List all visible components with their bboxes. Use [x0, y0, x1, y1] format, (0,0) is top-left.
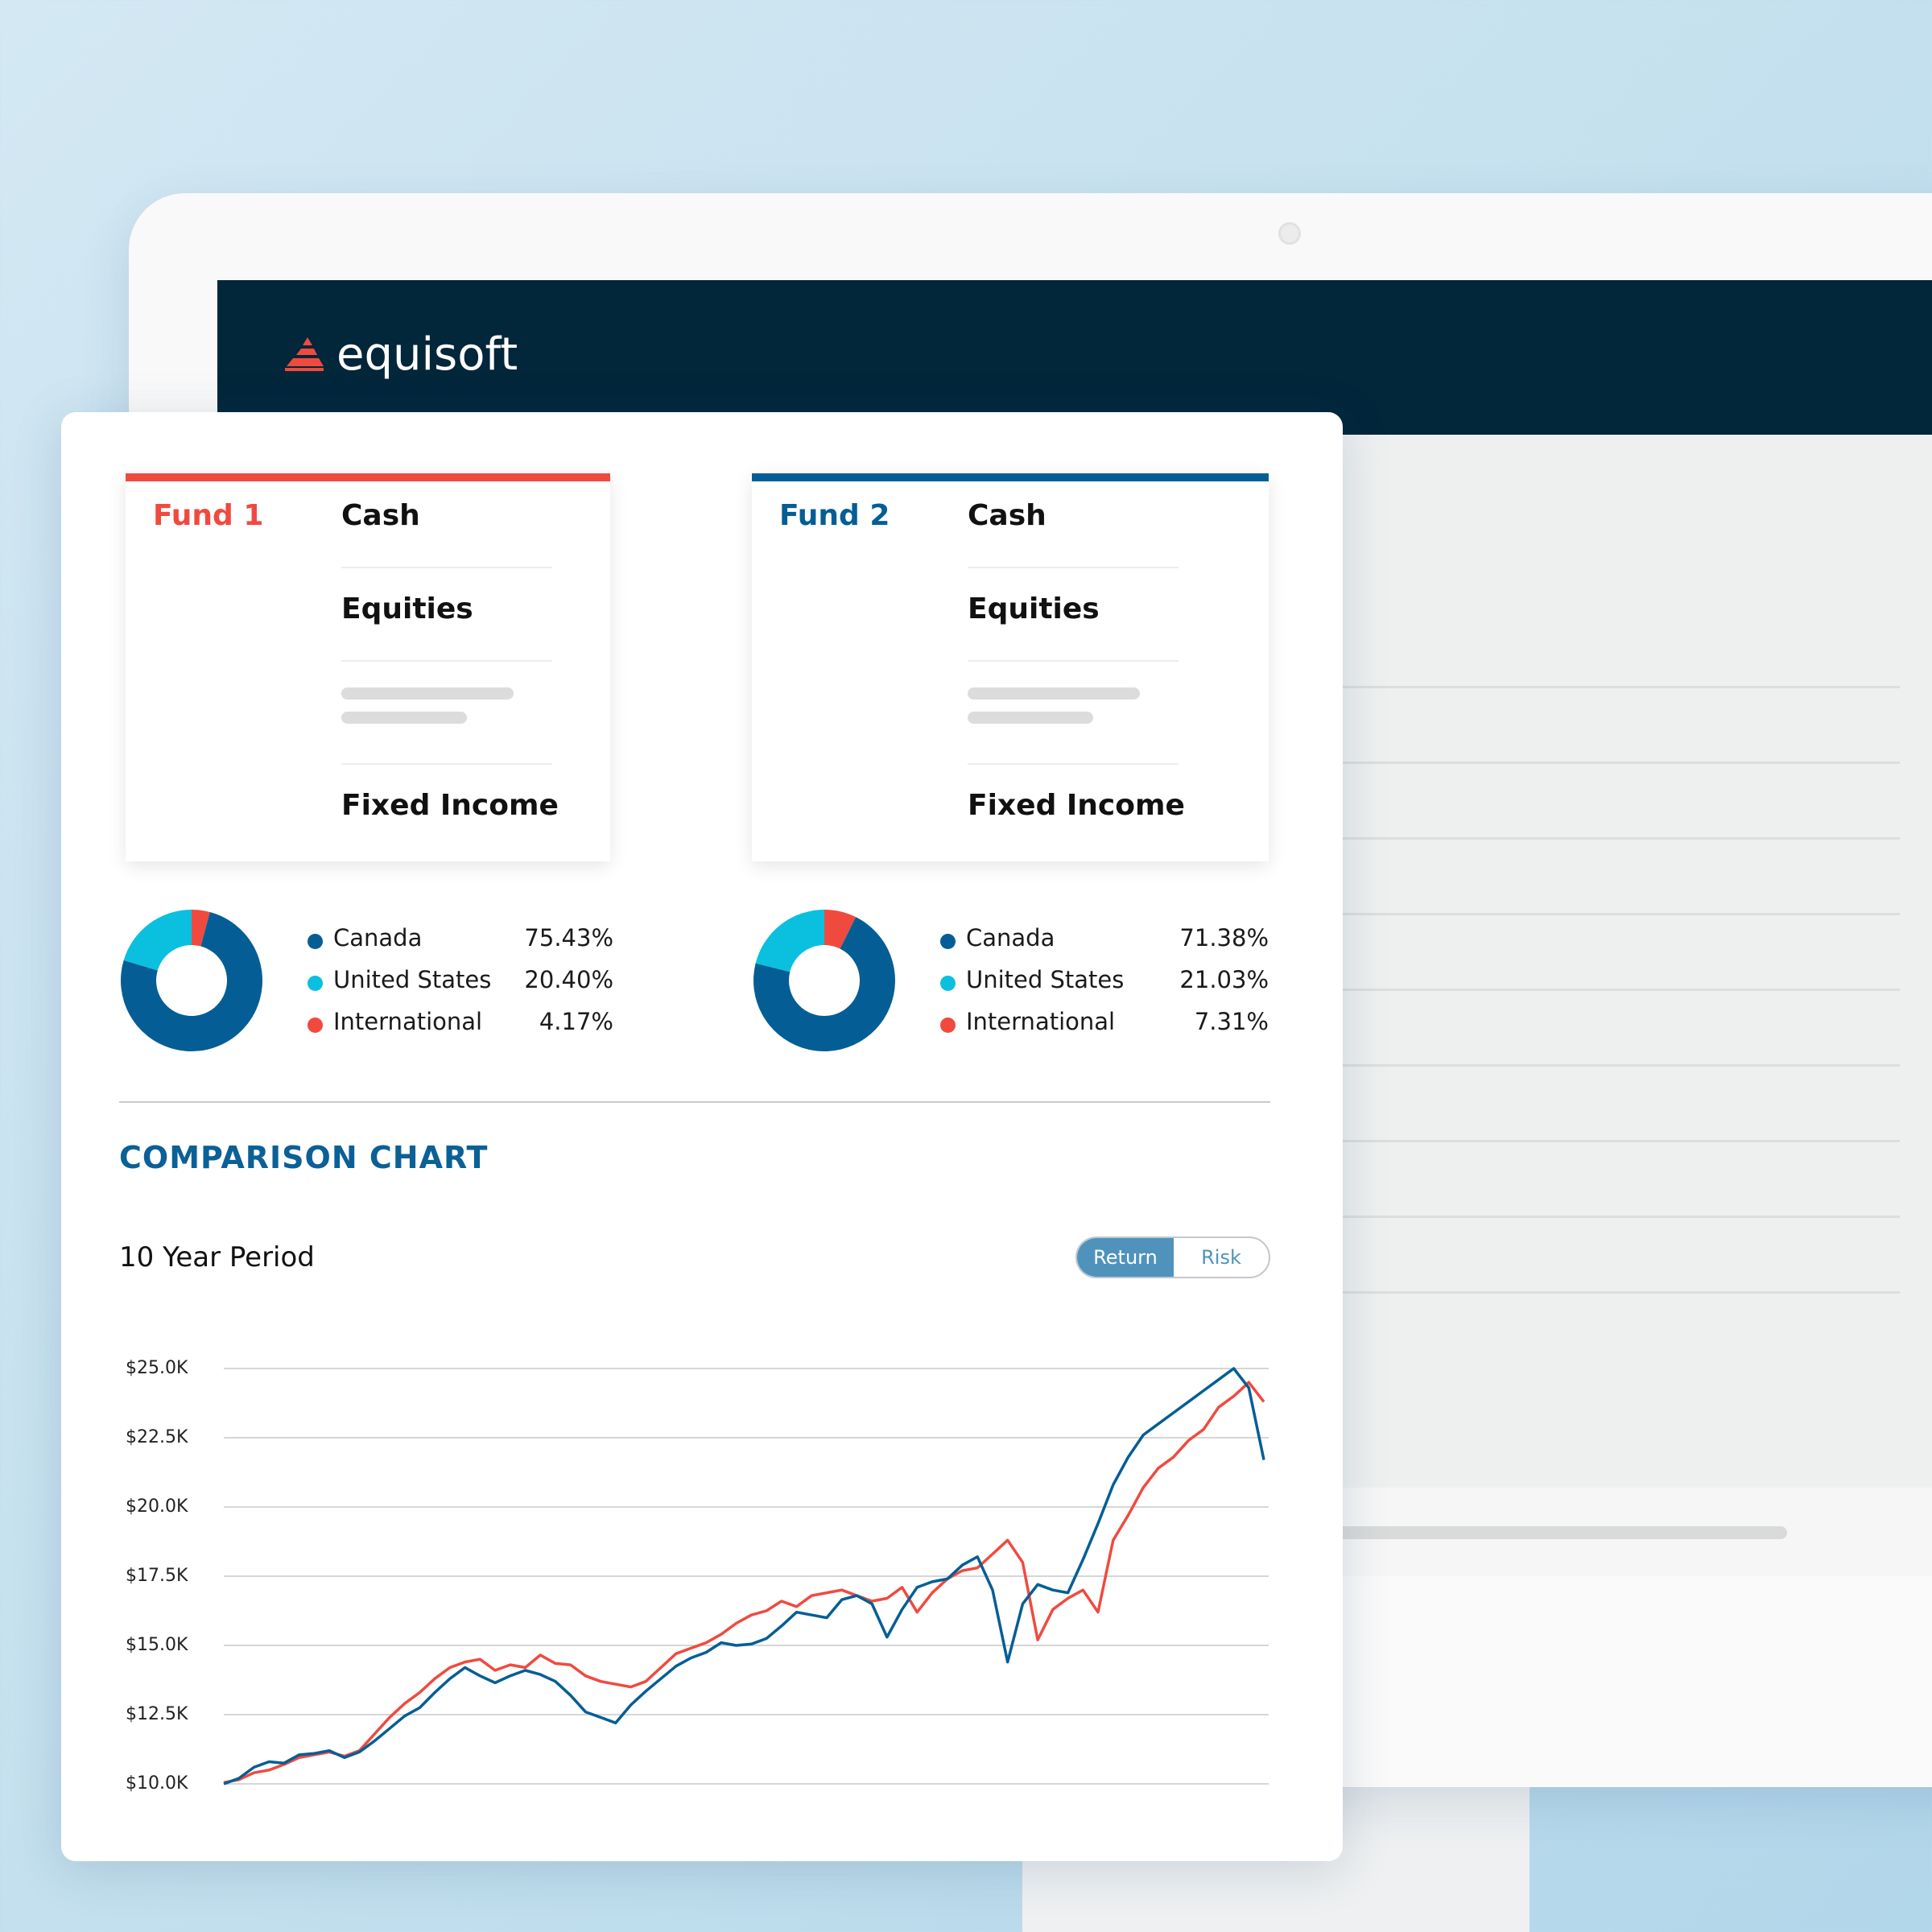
y-tick-label: $20.0K [126, 1496, 188, 1517]
fund-2-allocation-donut [753, 910, 895, 1051]
row-fixed-income[interactable]: Fixed Income [341, 789, 559, 822]
row-equities[interactable]: Equities [968, 592, 1100, 625]
legend-row-united-states: United States 20.40% [308, 966, 613, 998]
legend-label: Canada [333, 924, 423, 952]
legend-value: 21.03% [1179, 966, 1269, 993]
placeholder-line [1336, 989, 1900, 991]
placeholder-line [1336, 686, 1900, 688]
row-equities[interactable]: Equities [341, 592, 473, 625]
risk-toggle-button[interactable]: Risk [1201, 1246, 1241, 1269]
divider [968, 660, 1179, 662]
fund-1-allocation-legend: Canada 75.43% United States 20.40% Inter… [308, 924, 613, 1037]
divider [341, 567, 552, 568]
loading-placeholder [968, 687, 1140, 700]
loading-placeholder [968, 712, 1093, 724]
legend-value: 7.31% [1194, 1008, 1269, 1035]
y-tick-label: $25.0K [126, 1358, 188, 1378]
legend-row-canada: Canada 71.38% [940, 924, 1269, 956]
divider [968, 763, 1179, 765]
placeholder-line [1336, 762, 1900, 764]
row-cash[interactable]: Cash [968, 499, 1046, 532]
comparison-chart-title: COMPARISON CHART [119, 1140, 489, 1175]
donut-slice-united-states[interactable] [123, 910, 192, 971]
placeholder-line [1336, 913, 1900, 915]
brand-name: equisoft [336, 328, 518, 381]
legend-dot [308, 934, 323, 949]
legend-dot [308, 976, 323, 991]
camera-icon [1278, 222, 1301, 245]
divider [341, 763, 552, 765]
legend-row-united-states: United States 21.03% [940, 966, 1269, 998]
y-tick-label: $12.5K [126, 1704, 188, 1724]
y-tick-label: $22.5K [126, 1427, 188, 1447]
row-fixed-income[interactable]: Fixed Income [968, 789, 1185, 822]
fund-2-panel[interactable]: Fund 2 Cash Equities Fixed Income [752, 473, 1269, 861]
legend-dot [308, 1018, 323, 1033]
app-header: equisoft [217, 280, 1932, 435]
fund-1-allocation-donut [121, 910, 262, 1051]
placeholder-line [1336, 1291, 1900, 1294]
scrollbar[interactable] [1336, 1526, 1787, 1539]
period-label: 10 Year Period [119, 1241, 315, 1274]
placeholder-line [1336, 1064, 1900, 1067]
row-cash[interactable]: Cash [341, 499, 420, 532]
y-tick-label: $15.0K [126, 1635, 188, 1655]
placeholder-line [1336, 837, 1900, 840]
donut-slice-united-states[interactable] [755, 910, 824, 972]
comparison-line-chart: $25.0K $22.5K $20.0K $17.5K $15.0K $12.5K $10.… [126, 1358, 1269, 1794]
section-divider [119, 1101, 1270, 1103]
legend-row-international: International 4.17% [308, 1008, 613, 1040]
divider [968, 567, 1179, 568]
legend-label: United States [333, 966, 492, 993]
legend-label: International [333, 1008, 483, 1035]
series-line-red[interactable] [223, 1381, 1265, 1785]
return-risk-toggle[interactable]: Return Risk [1075, 1236, 1270, 1278]
legend-label: Canada [966, 924, 1055, 952]
donut-slice-canada[interactable] [121, 912, 262, 1051]
legend-value: 71.38% [1179, 924, 1269, 952]
fund-name: Fund 1 [153, 499, 264, 532]
placeholder-line [1336, 1140, 1900, 1142]
fund-name: Fund 2 [779, 499, 890, 532]
legend-value: 75.43% [524, 924, 613, 952]
legend-row-canada: Canada 75.43% [308, 924, 613, 956]
donut-slice-international[interactable] [824, 910, 857, 949]
legend-value: 4.17% [539, 1008, 613, 1035]
legend-dot [940, 1018, 956, 1033]
y-tick-label: $17.5K [126, 1566, 188, 1586]
loading-placeholder [341, 712, 467, 724]
fund-2-allocation-legend: Canada 71.38% United States 21.03% Inter… [940, 924, 1269, 1037]
series-line-blue[interactable] [223, 1367, 1265, 1785]
fund-comparison-card: Fund 1 Cash Equities Fixed Income Fund 2… [61, 412, 1343, 1861]
legend-label: United States [966, 966, 1125, 993]
legend-row-international: International 7.31% [940, 1008, 1269, 1040]
y-tick-label: $10.0K [126, 1773, 188, 1794]
equisoft-logo-icon [285, 336, 324, 371]
legend-label: International [966, 1008, 1116, 1035]
fund-1-panel[interactable]: Fund 1 Cash Equities Fixed Income [126, 473, 610, 861]
legend-dot [940, 976, 956, 991]
legend-value: 20.40% [524, 966, 613, 993]
donut-slice-international[interactable] [192, 910, 210, 947]
placeholder-line [1336, 1216, 1900, 1218]
brand-logo[interactable]: equisoft [285, 328, 518, 381]
divider [341, 660, 552, 662]
legend-dot [940, 934, 956, 949]
loading-placeholder [341, 687, 514, 700]
donut-slice-canada[interactable] [753, 917, 895, 1051]
return-toggle-button[interactable]: Return [1077, 1238, 1174, 1277]
